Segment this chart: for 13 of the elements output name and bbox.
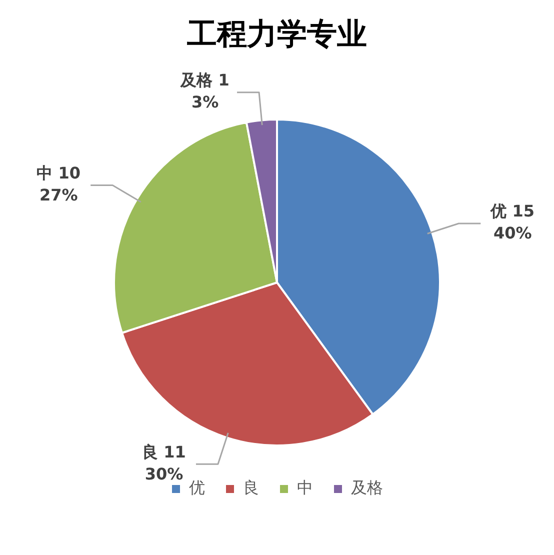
chart-title: 工程力学专业 <box>186 16 367 52</box>
category-label: 优 15 <box>490 202 535 221</box>
category-label: 良 11 <box>142 442 186 462</box>
legend-label: 及格 <box>351 478 383 498</box>
category-label: 中 10 <box>36 163 81 182</box>
text: 30% <box>144 464 184 484</box>
text: 27% <box>39 185 78 204</box>
legend-label: 良 <box>243 478 259 498</box>
category-label: 及格 1 <box>180 70 230 90</box>
legend-label: 优 <box>189 478 205 498</box>
legend-label: 中 <box>297 478 313 498</box>
text: 3% <box>191 92 219 112</box>
text: 40% <box>494 224 532 243</box>
